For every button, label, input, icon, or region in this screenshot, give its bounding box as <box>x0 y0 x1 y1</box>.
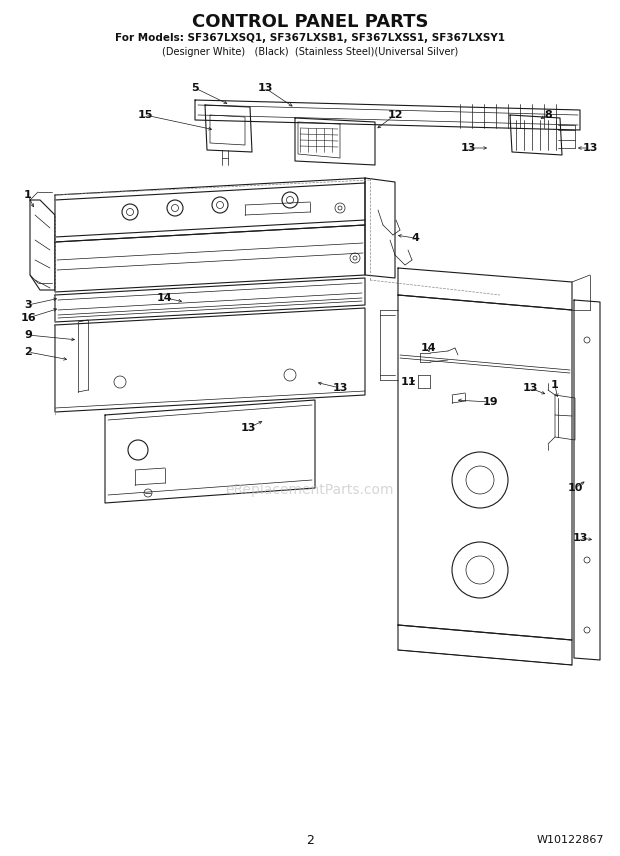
Text: 12: 12 <box>388 110 403 120</box>
Text: 13: 13 <box>572 533 588 543</box>
Text: 5: 5 <box>191 83 199 93</box>
Text: 1: 1 <box>551 380 559 390</box>
Text: CONTROL PANEL PARTS: CONTROL PANEL PARTS <box>192 13 428 31</box>
Text: 15: 15 <box>137 110 153 120</box>
Text: 13: 13 <box>582 143 598 153</box>
Text: (Designer White)   (Black)  (Stainless Steel)(Universal Silver): (Designer White) (Black) (Stainless Stee… <box>162 47 458 57</box>
Text: 1: 1 <box>24 190 32 200</box>
Text: 13: 13 <box>460 143 476 153</box>
Text: 2: 2 <box>306 834 314 847</box>
Text: 13: 13 <box>257 83 273 93</box>
Text: 14: 14 <box>157 293 173 303</box>
Text: eReplacementParts.com: eReplacementParts.com <box>226 483 394 497</box>
Text: 8: 8 <box>544 110 552 120</box>
Text: 10: 10 <box>567 483 583 493</box>
Text: For Models: SF367LXSQ1, SF367LXSB1, SF367LXSS1, SF367LXSY1: For Models: SF367LXSQ1, SF367LXSB1, SF36… <box>115 33 505 43</box>
Text: 13: 13 <box>522 383 538 393</box>
Text: 2: 2 <box>24 347 32 357</box>
Text: 13: 13 <box>241 423 255 433</box>
Text: 13: 13 <box>332 383 348 393</box>
Text: 14: 14 <box>420 343 436 353</box>
Text: 4: 4 <box>411 233 419 243</box>
Text: 11: 11 <box>401 377 416 387</box>
Text: 16: 16 <box>20 313 36 323</box>
Text: W10122867: W10122867 <box>536 835 604 845</box>
Text: 3: 3 <box>24 300 32 310</box>
Text: 19: 19 <box>482 397 498 407</box>
Text: 9: 9 <box>24 330 32 340</box>
